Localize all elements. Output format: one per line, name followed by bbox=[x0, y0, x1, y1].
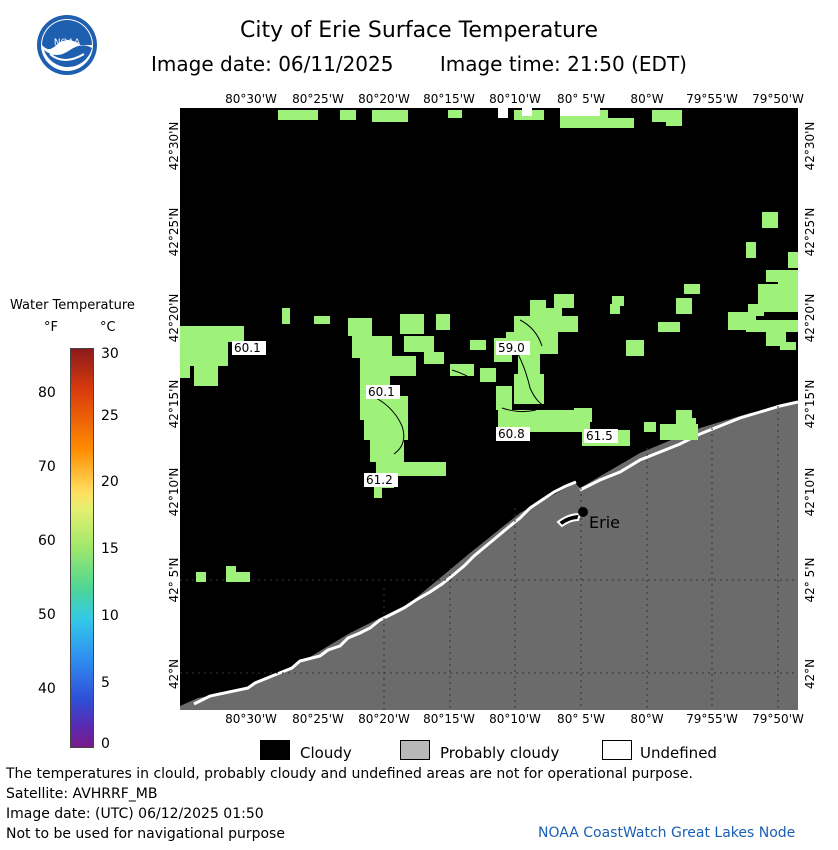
land-area bbox=[180, 403, 798, 710]
presque-isle bbox=[556, 512, 582, 528]
bottom-lon-tick: 80° 5'W bbox=[557, 712, 605, 726]
left-lat-tick: 42°25'N bbox=[167, 207, 181, 257]
temp-label: 60.8 bbox=[498, 427, 525, 441]
bottom-lon-tick: 80°30'W bbox=[225, 712, 277, 726]
cloudy-swatch bbox=[260, 740, 290, 760]
map-title: City of Erie Surface Temperature bbox=[239, 18, 599, 43]
credit-link[interactable]: NOAA CoastWatch Great Lakes Node bbox=[538, 825, 796, 841]
f-tick: 40 bbox=[38, 681, 56, 697]
image-time: Image time: 21:50 (EDT) bbox=[439, 52, 687, 76]
c-tick: 0 bbox=[101, 736, 110, 752]
utc-date-note: Image date: (UTC) 06/12/2025 01:50 bbox=[6, 806, 264, 822]
top-lon-tick: 80°15'W bbox=[423, 92, 475, 106]
bottom-lon-tick: 79°55'W bbox=[686, 712, 738, 726]
right-lat-tick: 42°20'N bbox=[803, 293, 817, 343]
f-tick: 60 bbox=[38, 533, 56, 549]
c-tick: 25 bbox=[101, 408, 119, 424]
undefined-pixels bbox=[498, 108, 600, 118]
c-tick: 15 bbox=[101, 541, 119, 557]
bottom-lon-tick: 79°50'W bbox=[752, 712, 804, 726]
left-lat-tick: 42°15'N bbox=[167, 379, 181, 429]
legend-unit-c: °C bbox=[100, 320, 116, 335]
temperature-map: 60.1 59.0 60.1 60.8 61.5 61.2 Erie bbox=[180, 108, 798, 710]
probably-cloudy-swatch bbox=[400, 740, 430, 760]
left-lat-tick: 42°20'N bbox=[167, 293, 181, 343]
city-label: Erie bbox=[589, 513, 620, 532]
top-lon-tick: 80°25'W bbox=[292, 92, 344, 106]
c-tick: 30 bbox=[101, 346, 119, 362]
bottom-lon-tick: 80°25'W bbox=[292, 712, 344, 726]
top-lon-tick: 80°30'W bbox=[225, 92, 277, 106]
bottom-lon-tick: 80°15'W bbox=[423, 712, 475, 726]
legend-unit-f: °F bbox=[44, 320, 58, 335]
top-lon-tick: 80°10'W bbox=[489, 92, 541, 106]
temp-labels: 60.1 59.0 60.1 60.8 61.5 61.2 bbox=[232, 341, 618, 487]
legend-title: Water Temperature bbox=[10, 298, 135, 313]
top-lon-tick: 80°20'W bbox=[358, 92, 410, 106]
c-tick: 10 bbox=[101, 608, 119, 624]
right-lat-tick: 42° 5'N bbox=[803, 557, 817, 603]
left-lat-tick: 42°10'N bbox=[167, 467, 181, 517]
satellite-note: Satellite: AVHRRF_MB bbox=[6, 786, 158, 802]
temp-label: 61.5 bbox=[586, 429, 613, 443]
bottom-lon-tick: 80°20'W bbox=[358, 712, 410, 726]
left-lat-tick: 42°30'N bbox=[167, 121, 181, 171]
right-lat-tick: 42°15'N bbox=[803, 379, 817, 429]
color-scale bbox=[70, 348, 94, 748]
cloudy-label: Cloudy bbox=[300, 744, 352, 762]
top-lon-tick: 79°50'W bbox=[752, 92, 804, 106]
right-lat-tick: 42°N bbox=[803, 658, 817, 690]
c-tick: 20 bbox=[101, 474, 119, 490]
f-tick: 80 bbox=[38, 385, 56, 401]
undefined-label: Undefined bbox=[640, 744, 717, 762]
temp-label: 59.0 bbox=[498, 341, 525, 355]
noaa-logo: NOAA bbox=[37, 15, 97, 75]
temp-label: 60.1 bbox=[234, 341, 261, 355]
undefined-swatch bbox=[602, 740, 632, 760]
right-lat-tick: 42°10'N bbox=[803, 467, 817, 517]
c-tick: 5 bbox=[101, 675, 110, 691]
city-marker bbox=[578, 507, 588, 517]
temp-label: 60.1 bbox=[368, 385, 395, 399]
right-lat-tick: 42°30'N bbox=[803, 121, 817, 171]
left-lat-tick: 42° 5'N bbox=[167, 557, 181, 603]
disclaimer-note: The temperatures in clould, probably clo… bbox=[6, 766, 693, 782]
top-lon-tick: 80°W bbox=[630, 92, 664, 106]
graticule bbox=[180, 406, 798, 710]
contour-lines bbox=[375, 319, 551, 455]
right-lat-tick: 42°25'N bbox=[803, 207, 817, 257]
shoreline bbox=[193, 480, 577, 706]
svg-text:NOAA: NOAA bbox=[54, 38, 81, 48]
navigation-note: Not to be used for navigational purpose bbox=[6, 826, 285, 842]
bottom-lon-tick: 80°10'W bbox=[489, 712, 541, 726]
bottom-lon-tick: 80°W bbox=[630, 712, 664, 726]
left-lat-tick: 42°N bbox=[167, 658, 181, 690]
temp-label: 61.2 bbox=[366, 473, 393, 487]
top-lon-tick: 79°55'W bbox=[686, 92, 738, 106]
f-tick: 70 bbox=[38, 459, 56, 475]
map-subtitle: Image date: 06/11/2025 Image time: 21:50… bbox=[0, 52, 838, 76]
image-date: Image date: 06/11/2025 bbox=[151, 52, 394, 76]
f-tick: 50 bbox=[38, 607, 56, 623]
probably-cloudy-label: Probably cloudy bbox=[440, 744, 560, 762]
top-lon-tick: 80° 5'W bbox=[557, 92, 605, 106]
